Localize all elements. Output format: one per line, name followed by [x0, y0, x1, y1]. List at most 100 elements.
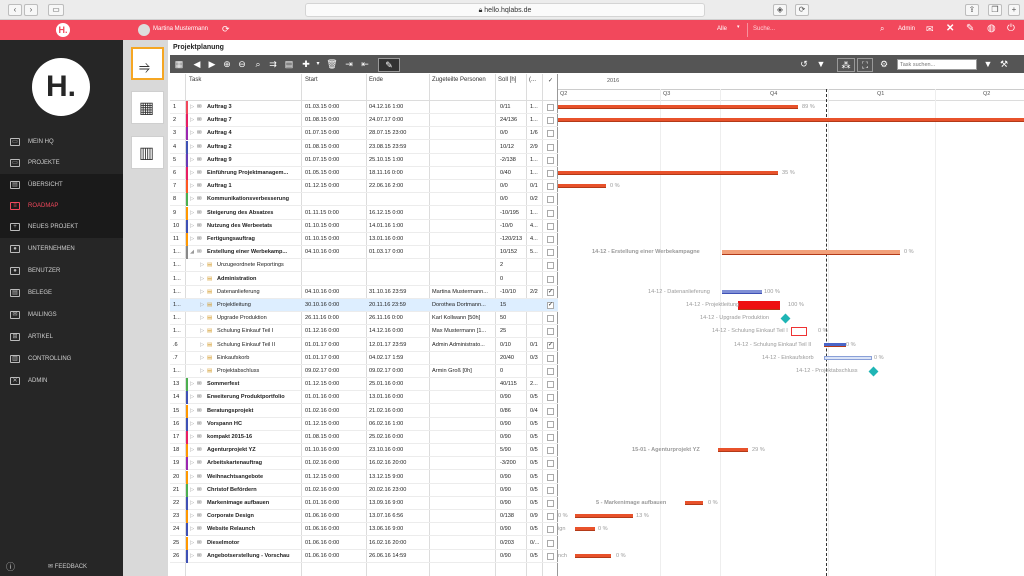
- column-header-start[interactable]: Start: [305, 77, 318, 83]
- row-checkbox[interactable]: [547, 434, 554, 441]
- zoom-reset-icon[interactable]: ⌕: [255, 59, 261, 69]
- sidebar-item-neues-projekt[interactable]: + NEUES PROJEKT: [0, 216, 123, 238]
- settings-icon[interactable]: ⚙: [879, 59, 889, 69]
- expand-toggle-icon[interactable]: ▷: [190, 420, 195, 427]
- row-checkbox[interactable]: [547, 420, 554, 428]
- back-button[interactable]: ‹: [8, 4, 22, 16]
- expand-toggle-icon[interactable]: ▷: [190, 447, 195, 454]
- row-checkbox[interactable]: [547, 526, 554, 534]
- expand-toggle-icon[interactable]: ▷: [190, 407, 195, 414]
- gantt-bar[interactable]: [575, 514, 633, 519]
- gantt-bar[interactable]: [575, 553, 611, 558]
- expand-toggle-icon[interactable]: ▷: [200, 302, 205, 308]
- sidebar-item-unternehmen[interactable]: ● UNTERNEHMEN: [0, 238, 123, 260]
- row-checkbox[interactable]: [547, 236, 554, 243]
- expand-toggle-icon[interactable]: ▷: [200, 341, 205, 348]
- gantt-bar[interactable]: [685, 501, 703, 505]
- table-row[interactable]: 10 ▷ ✉ Nutzung des Werbeetats 01.10.15 0:00 1…: [170, 219, 558, 233]
- table-row[interactable]: 20 ▷ ✉ Weihnachtsangebote 01.12.15 0:00 13.12…: [170, 470, 558, 484]
- expand-toggle-icon[interactable]: ▷: [190, 434, 195, 440]
- table-row[interactable]: 13 ▷ ✉ Sommerfest 01.12.15 0:00 25.01.16 0:00…: [170, 378, 558, 392]
- row-checkbox[interactable]: [547, 249, 554, 257]
- row-checkbox[interactable]: [547, 170, 554, 177]
- gantt-bar[interactable]: [558, 118, 1024, 123]
- table-row[interactable]: 26 ▷ ✉ Angebotserstellung - Vorschau 01.06.1…: [170, 549, 558, 563]
- table-row[interactable]: 21 ▷ ✉ Christof Befördern 01.02.16 0:00 20.02…: [170, 483, 558, 497]
- gantt-bar[interactable]: [575, 527, 595, 532]
- row-checkbox[interactable]: [547, 156, 554, 164]
- tools-icon[interactable]: ⚒: [999, 59, 1009, 69]
- gantt-bar[interactable]: [738, 301, 780, 310]
- refresh-icon[interactable]: ⟳: [222, 24, 230, 34]
- row-checkbox[interactable]: ✓: [547, 288, 554, 296]
- grid-icon[interactable]: ▦: [174, 59, 184, 69]
- table-row[interactable]: 2 ▷ ✉ Auftrag 7 01.08.15 0:00 24.07.17 0:00 24…: [170, 114, 558, 128]
- zoom-in-icon[interactable]: ⊕: [223, 59, 231, 69]
- expand-toggle-icon[interactable]: ▷: [190, 222, 195, 229]
- expand-toggle-icon[interactable]: ▷: [190, 513, 195, 520]
- reload-icon[interactable]: ⟳: [795, 4, 809, 16]
- table-row[interactable]: 11 ▷ ✉ Fertigungsauftrag 01.10.15 0:00 13.01.…: [170, 233, 558, 246]
- column-header-soll[interactable]: Soll [h]: [498, 77, 517, 83]
- expand-toggle-icon[interactable]: ▷: [200, 354, 205, 361]
- table-row[interactable]: 19 ▷ ✉ Arbeitskartenauftrag 01.02.16 0:00 16.…: [170, 457, 558, 471]
- sidebar-item-admin[interactable]: ✕ ADMIN: [0, 370, 123, 392]
- hq-logo[interactable]: H.: [32, 58, 90, 116]
- power-icon[interactable]: ⏻: [1007, 23, 1015, 34]
- close-icon[interactable]: ✕: [946, 23, 955, 34]
- table-row[interactable]: 1... ▷ ▤ Datenanlieferung 04.10.16 0:00 31.10…: [170, 286, 558, 299]
- avatar[interactable]: [138, 24, 150, 36]
- expand-toggle-icon[interactable]: ▷: [200, 328, 205, 335]
- sidebar-item-controlling[interactable]: ▥ CONTROLLING: [0, 348, 123, 370]
- calendar-view-button[interactable]: ▦: [131, 91, 164, 124]
- row-checkbox[interactable]: [547, 473, 554, 481]
- expand-toggle-icon[interactable]: ▷: [190, 130, 195, 137]
- column-header-task[interactable]: Task: [189, 77, 202, 83]
- critical-path-icon[interactable]: ⁂: [837, 58, 855, 72]
- share-icon[interactable]: ⇪: [965, 4, 979, 16]
- column-header-persons[interactable]: Zugeteilte Personen: [432, 77, 486, 83]
- row-checkbox[interactable]: [547, 130, 554, 138]
- expand-toggle-icon[interactable]: ▷: [200, 368, 205, 374]
- table-row[interactable]: 17 ▷ ✉ kompakt 2015-16 01.08.15 0:00 25.02.16…: [170, 431, 558, 444]
- indent-icon[interactable]: ⇥: [345, 59, 353, 69]
- sidebar-item-belege[interactable]: ▤ BELEGE: [0, 282, 123, 304]
- expand-toggle-icon[interactable]: ▷: [200, 262, 205, 269]
- gantt-view-button[interactable]: ⥤: [131, 47, 164, 80]
- table-row[interactable]: 14 ▷ ✉ Erweiterung Produktportfolio 01.01.16…: [170, 391, 558, 405]
- table-row[interactable]: 4 ▷ ✉ Auftrag 2 01.08.15 0:00 23.08.15 23:59 1…: [170, 140, 558, 154]
- expand-toggle-icon[interactable]: ▷: [200, 275, 205, 282]
- row-checkbox[interactable]: [547, 354, 554, 362]
- gantt-bar[interactable]: [722, 250, 900, 256]
- sidebar-item-roadmap[interactable]: ≡ ROADMAP: [0, 195, 123, 217]
- expand-toggle-icon[interactable]: ▷: [200, 315, 205, 322]
- row-checkbox[interactable]: [547, 381, 554, 389]
- row-checkbox[interactable]: [547, 513, 554, 521]
- expand-toggle-icon[interactable]: ▷: [190, 236, 195, 242]
- row-checkbox[interactable]: [547, 407, 554, 415]
- chart-view-button[interactable]: ▥: [131, 136, 164, 169]
- forward-button[interactable]: ›: [24, 4, 38, 16]
- brush-icon[interactable]: ✎: [378, 58, 400, 72]
- feedback-link[interactable]: ✉ FEEDBACK: [48, 563, 87, 570]
- expand-toggle-icon[interactable]: ▷: [190, 460, 195, 467]
- sidebar-item-projekte[interactable]: ▭ PROJEKTE: [0, 152, 123, 174]
- row-checkbox[interactable]: [547, 447, 554, 455]
- gantt-bar[interactable]: [558, 171, 778, 175]
- expand-toggle-icon[interactable]: ◢: [190, 249, 195, 256]
- expand-toggle-icon[interactable]: ▷: [190, 143, 195, 150]
- table-row[interactable]: 23 ▷ ✉ Corporate Design 01.06.16 0:00 13.07.1…: [170, 510, 558, 524]
- row-checkbox[interactable]: [547, 539, 554, 547]
- gantt-bar[interactable]: [824, 342, 846, 347]
- table-row[interactable]: 1... ▷ ▤ Administration 0: [170, 273, 558, 286]
- chevron-down-icon[interactable]: ▾: [737, 24, 740, 30]
- gantt-bar[interactable]: [718, 448, 748, 453]
- row-checkbox[interactable]: [547, 104, 554, 111]
- table-row[interactable]: 18 ▷ ✉ Agenturprojekt YZ 01.10.16 0:00 23.10.…: [170, 444, 558, 458]
- task-search-input[interactable]: [897, 59, 977, 70]
- row-checkbox[interactable]: [547, 143, 554, 151]
- expand-toggle-icon[interactable]: ▷: [200, 288, 205, 295]
- sidebar-item-mein-hq[interactable]: ▭ MEIN HQ: [0, 131, 123, 153]
- expand-toggle-icon[interactable]: ▷: [190, 156, 195, 163]
- table-row[interactable]: 1... ◢ ✉ Erstellung einer Werbekamp... 04.10…: [170, 246, 558, 260]
